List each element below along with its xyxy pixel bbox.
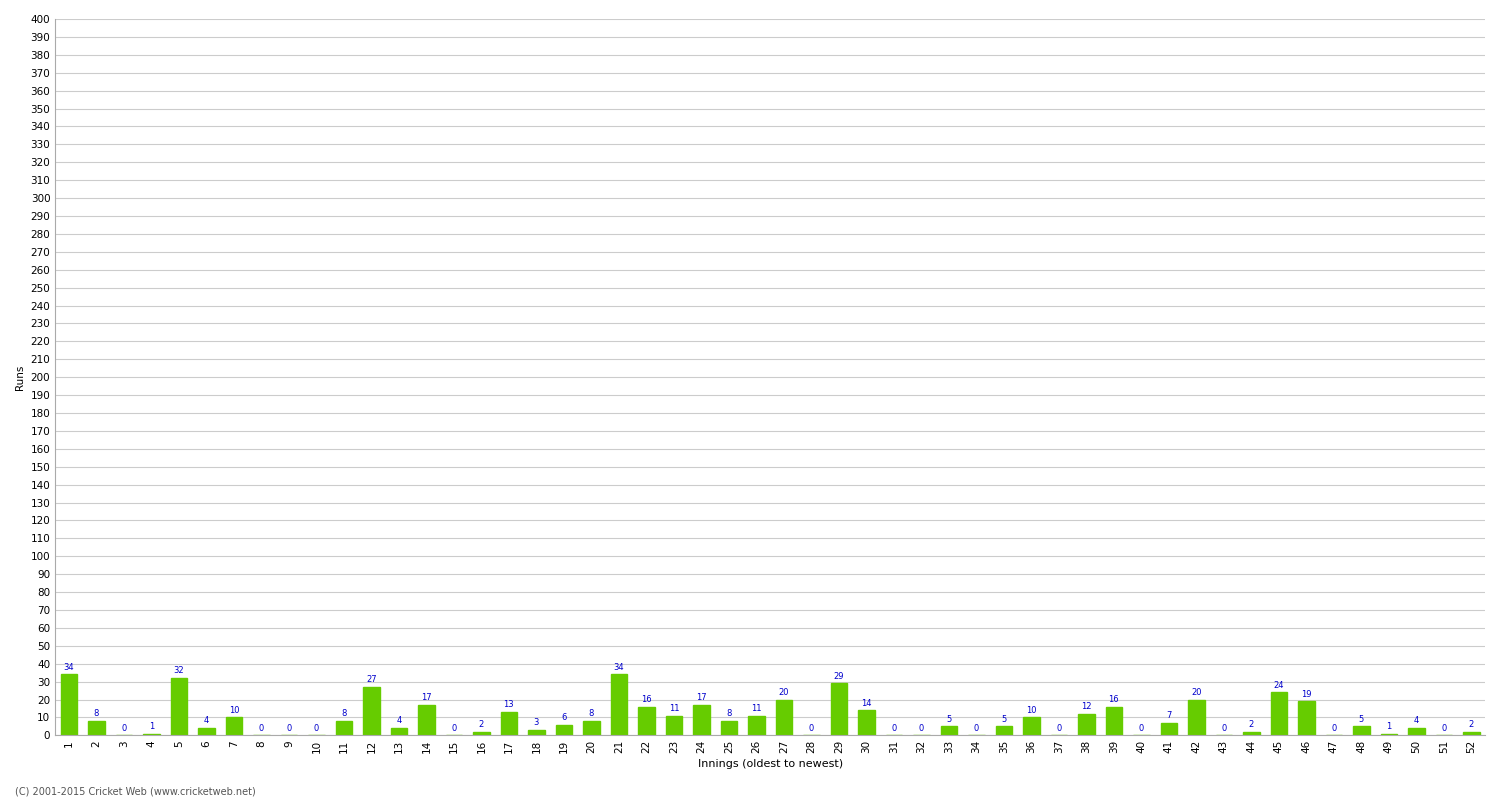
Bar [610,674,627,735]
Text: 11: 11 [752,704,762,713]
Text: 2: 2 [1248,720,1254,729]
Bar [501,712,518,735]
Text: 0: 0 [1330,724,1336,733]
Text: 27: 27 [366,675,376,684]
Text: 0: 0 [918,724,924,733]
Text: 20: 20 [1191,688,1202,697]
Text: 17: 17 [422,694,432,702]
Text: 16: 16 [640,695,651,704]
Bar [776,699,792,735]
Text: 0: 0 [808,724,814,733]
Text: 0: 0 [1138,724,1144,733]
Text: 0: 0 [260,724,264,733]
Bar [1408,728,1425,735]
Bar [555,725,572,735]
Text: 32: 32 [174,666,184,675]
Text: (C) 2001-2015 Cricket Web (www.cricketweb.net): (C) 2001-2015 Cricket Web (www.cricketwe… [15,786,255,796]
X-axis label: Innings (oldest to newest): Innings (oldest to newest) [698,759,843,769]
Bar [1106,706,1122,735]
Bar [666,716,682,735]
Bar [142,734,159,735]
Bar [1462,732,1479,735]
Text: 0: 0 [974,724,980,733]
Text: 10: 10 [228,706,238,714]
Bar [1023,718,1040,735]
Text: 20: 20 [778,688,789,697]
Text: 5: 5 [1359,714,1364,724]
Bar [390,728,406,735]
Text: 34: 34 [63,662,74,672]
Bar [720,721,736,735]
Text: 5: 5 [1000,714,1006,724]
Text: 11: 11 [669,704,680,713]
Text: 0: 0 [314,724,320,733]
Bar [363,687,380,735]
Text: 0: 0 [891,724,897,733]
Text: 4: 4 [396,717,402,726]
Bar [1353,726,1370,735]
Bar [1270,692,1287,735]
Bar [336,721,352,735]
Text: 1: 1 [1386,722,1392,731]
Text: 34: 34 [614,662,624,672]
Text: 7: 7 [1166,711,1172,720]
Text: 8: 8 [93,710,99,718]
Text: 3: 3 [534,718,538,727]
Text: 0: 0 [1442,724,1446,733]
Bar [1298,702,1314,735]
Bar [638,706,654,735]
Text: 0: 0 [122,724,126,733]
Bar [1161,722,1178,735]
Bar [693,705,709,735]
Text: 16: 16 [1108,695,1119,704]
Text: 8: 8 [726,710,732,718]
Bar [225,718,242,735]
Bar [1188,699,1204,735]
Text: 13: 13 [504,700,515,710]
Text: 0: 0 [1221,724,1227,733]
Bar [996,726,1012,735]
Bar [472,732,489,735]
Bar [1380,734,1396,735]
Bar [831,683,848,735]
Text: 2: 2 [1468,720,1474,729]
Bar [858,710,874,735]
Text: 8: 8 [340,710,346,718]
Bar [419,705,435,735]
Text: 4: 4 [1413,717,1419,726]
Text: 2: 2 [478,720,484,729]
Text: 0: 0 [452,724,456,733]
Text: 10: 10 [1026,706,1036,714]
Bar [198,728,214,735]
Text: 5: 5 [946,714,951,724]
Text: 12: 12 [1082,702,1092,711]
Bar [1078,714,1095,735]
Bar [528,730,544,735]
Text: 19: 19 [1300,690,1311,698]
Bar [60,674,76,735]
Text: 0: 0 [286,724,291,733]
Text: 1: 1 [148,722,154,731]
Bar [1244,732,1260,735]
Text: 8: 8 [588,710,594,718]
Text: 24: 24 [1274,681,1284,690]
Text: 0: 0 [1056,724,1062,733]
Text: 29: 29 [834,672,844,681]
Text: 14: 14 [861,698,871,707]
Bar [748,716,765,735]
Bar [171,678,188,735]
Text: 4: 4 [204,717,209,726]
Bar [940,726,957,735]
Bar [88,721,105,735]
Text: 6: 6 [561,713,567,722]
Y-axis label: Runs: Runs [15,365,26,390]
Bar [584,721,600,735]
Text: 17: 17 [696,694,706,702]
